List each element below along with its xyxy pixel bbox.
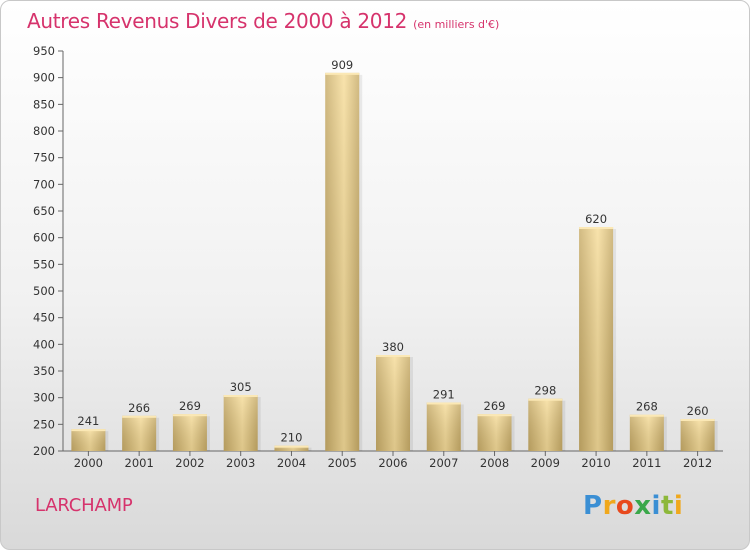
x-tick-label: 2001 — [125, 456, 154, 470]
y-tick-label: 550 — [33, 257, 55, 271]
data-label: 909 — [331, 58, 353, 72]
x-tick-label: 2012 — [683, 456, 712, 470]
x-tick-label: 2011 — [632, 456, 661, 470]
bar-shade — [629, 414, 664, 451]
bar-shade — [426, 402, 461, 451]
bar-top-edge — [680, 419, 715, 421]
x-tick-label: 2005 — [328, 456, 357, 470]
bar-top-edge — [477, 414, 512, 417]
bar-shade — [325, 72, 360, 451]
bar-top-edge — [172, 414, 207, 417]
bar-top-edge — [579, 227, 614, 229]
bar-shade — [172, 414, 207, 451]
data-label: 298 — [534, 384, 556, 398]
bar-shade — [528, 398, 563, 451]
x-tick-label: 2010 — [581, 456, 610, 470]
chart-title: Autres Revenus Divers de 2000 à 2012 — [27, 9, 408, 33]
bar-shade — [680, 419, 715, 451]
data-label: 269 — [484, 399, 506, 413]
x-tick-label: 2006 — [378, 456, 407, 470]
bar-shade — [223, 395, 258, 451]
bar-top-edge — [629, 414, 664, 417]
y-tick-label: 600 — [33, 231, 55, 245]
bar-top-edge — [426, 402, 461, 405]
x-tick-label: 2007 — [429, 456, 458, 470]
data-label: 268 — [636, 400, 658, 414]
data-label: 305 — [230, 380, 252, 394]
data-label: 241 — [77, 414, 99, 428]
bar-top-edge — [122, 415, 157, 418]
x-tick-label: 2008 — [480, 456, 509, 470]
y-tick-label: 750 — [33, 151, 55, 165]
x-tick-label: 2009 — [531, 456, 560, 470]
chart-title-block: Autres Revenus Divers de 2000 à 2012 (en … — [27, 9, 499, 33]
bar-shade — [477, 414, 512, 451]
bar-top-edge — [274, 445, 309, 448]
y-tick-label: 350 — [33, 364, 55, 378]
y-tick-label: 450 — [33, 311, 55, 325]
bar-top-edge — [325, 72, 360, 75]
bar-shade — [579, 227, 614, 451]
commune-name: LARCHAMP — [35, 495, 133, 516]
data-label: 260 — [687, 404, 709, 418]
proxiti-logo: Proxiti — [583, 491, 684, 521]
bar-shade — [122, 415, 157, 451]
y-tick-label: 200 — [33, 444, 55, 458]
bar-top-edge — [223, 395, 258, 397]
data-label: 210 — [280, 431, 302, 445]
y-tick-label: 800 — [33, 124, 55, 138]
x-tick-label: 2002 — [175, 456, 204, 470]
data-label: 266 — [128, 401, 150, 415]
bar-shade — [274, 445, 309, 451]
y-tick-label: 650 — [33, 204, 55, 218]
bar-top-edge — [71, 429, 106, 432]
y-tick-label: 850 — [33, 97, 55, 111]
y-tick-label: 500 — [33, 284, 55, 298]
y-tick-label: 950 — [33, 44, 55, 58]
y-tick-label: 250 — [33, 417, 55, 431]
bar-top-edge — [376, 355, 410, 357]
y-tick-label: 900 — [33, 71, 55, 85]
x-tick-label: 2003 — [226, 456, 255, 470]
bar-shade — [71, 429, 106, 451]
data-label: 380 — [382, 340, 404, 354]
y-tick-label: 700 — [33, 177, 55, 191]
bar-top-edge — [528, 398, 563, 401]
y-tick-label: 400 — [33, 337, 55, 351]
data-label: 620 — [585, 212, 607, 226]
x-tick-label: 2000 — [74, 456, 103, 470]
data-label: 269 — [179, 399, 201, 413]
x-tick-label: 2004 — [277, 456, 306, 470]
y-tick-label: 300 — [33, 391, 55, 405]
chart-subtitle: (en milliers d'€) — [413, 18, 500, 31]
bar-shade — [376, 355, 410, 451]
data-label: 291 — [433, 387, 455, 401]
